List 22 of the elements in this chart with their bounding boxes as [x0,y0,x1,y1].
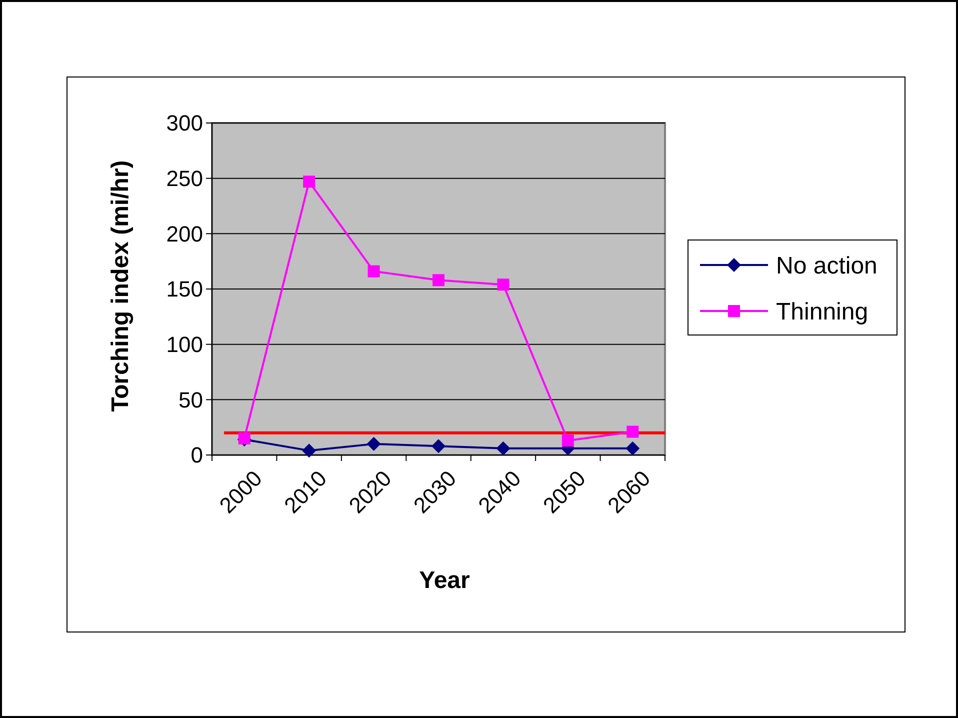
y-tick-label: 50 [178,387,203,412]
legend-label: Thinning [776,298,868,326]
y-tick-label: 150 [166,276,203,302]
y-tick-label: 300 [166,110,203,136]
point [626,426,639,438]
y-tick-label: 0 [190,442,203,468]
point [302,444,316,458]
point [368,265,380,278]
point [497,278,510,291]
y-tick-label: 200 [166,221,203,246]
legend-label: No action [776,252,878,280]
point [303,176,316,188]
y-tick-label: 250 [166,166,203,192]
point [626,441,640,456]
x-axis-title: Year [419,567,470,594]
point [562,434,574,447]
y-tick-label: 100 [166,332,203,358]
point [432,274,444,286]
point [432,439,446,454]
point [496,441,510,456]
y-axis-title: Torching index (mi/hr) [107,160,134,412]
point [366,436,381,451]
